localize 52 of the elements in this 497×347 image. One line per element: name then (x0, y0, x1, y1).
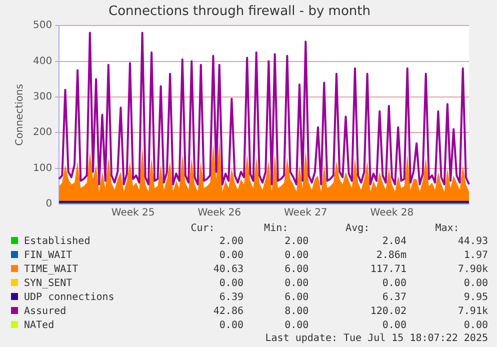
legend-label: NATed (23, 319, 56, 333)
text: Min: (263, 223, 290, 235)
text: 0.00 (284, 319, 309, 333)
text: 42.86 (212, 305, 244, 319)
text: 0.00 (218, 277, 244, 291)
text: 2.00 (284, 235, 309, 249)
text: 1.97 (462, 249, 488, 263)
text: 0.00 (218, 249, 244, 263)
text: 0.00 (381, 277, 406, 291)
x-tick-label: Week 25 (111, 208, 155, 219)
text: 7.90k (456, 263, 488, 277)
text: Cur: (190, 223, 216, 235)
text: Max: (434, 223, 460, 235)
text: 120.02 (369, 305, 406, 319)
y-tick-label: 200 (32, 127, 52, 138)
text: 0.00 (381, 319, 406, 333)
y-tick-label: 0 (46, 198, 52, 210)
y-tick-label: 100 (32, 162, 52, 174)
text: 2.86m (375, 249, 406, 263)
text: 0.00 (462, 319, 488, 333)
text: 9.95 (462, 291, 488, 305)
text: 2.04 (381, 235, 406, 249)
legend-label: SYN_SENT (23, 277, 74, 291)
text: 0.00 (462, 277, 488, 291)
x-tick-label: Week 28 (370, 208, 414, 219)
chart-title: Connections through firewall - by month (108, 4, 370, 20)
legend-label: Assured (23, 305, 68, 319)
text: Avg: (344, 223, 371, 235)
text: 6.37 (381, 291, 406, 305)
text: 0.00 (284, 249, 309, 263)
x-tick-label: Week 26 (198, 208, 242, 219)
legend-label: Established (23, 235, 92, 249)
y-tick-label: 300 (32, 92, 52, 103)
text: Last update: Tue Jul 15 18:07:22 2025 (264, 333, 488, 345)
y-axis-title: Connections (14, 84, 26, 146)
legend-label: FIN_WAIT (23, 249, 74, 263)
text: 40.63 (212, 263, 244, 277)
legend-label: TIME_WAIT (23, 263, 80, 277)
text: 2.00 (218, 235, 244, 249)
text: 6.00 (284, 291, 309, 305)
text: 0.00 (284, 277, 309, 291)
text: 6.39 (218, 291, 244, 305)
y-tick-label: 500 (32, 20, 52, 32)
text: 8.00 (284, 305, 309, 319)
text: 0.00 (218, 319, 244, 333)
text: 44.93 (456, 235, 488, 249)
text: 7.91k (456, 305, 488, 319)
text: 117.71 (369, 263, 406, 277)
text: 6.00 (284, 263, 309, 277)
x-tick-label: Week 27 (284, 208, 328, 219)
y-tick-label: 400 (32, 56, 52, 67)
legend-label: UDP connections (23, 291, 116, 305)
